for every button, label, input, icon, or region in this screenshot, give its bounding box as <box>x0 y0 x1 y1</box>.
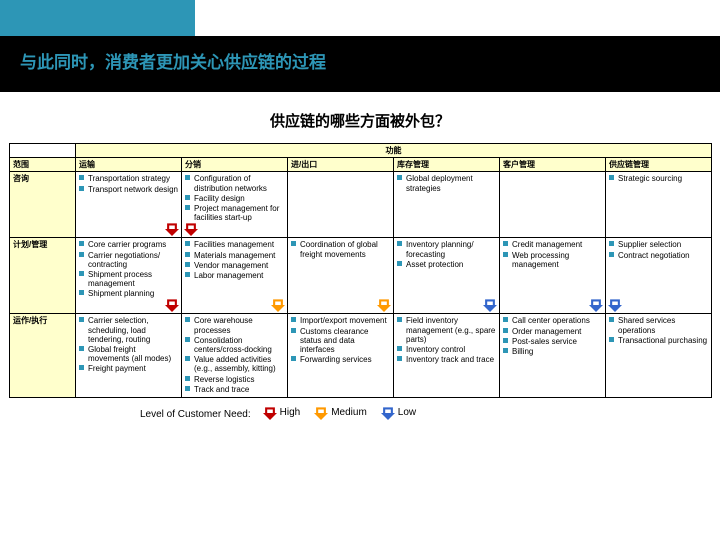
legend: Level of Customer Need: High Medium Low <box>140 406 720 423</box>
cell-consult-distribution: Configuration of distribution networks Fa… <box>182 172 288 238</box>
cell-operate-transport: Carrier selection, scheduling, load tend… <box>76 314 182 398</box>
list-item: Carrier selection, scheduling, load tend… <box>79 316 178 344</box>
list-item: Transactional purchasing <box>609 336 708 345</box>
page-title: 与此同时，消费者更加关心供应链的过程 <box>20 48 326 73</box>
list-item: Inventory track and trace <box>397 355 496 364</box>
list-item: Transport network design <box>79 185 178 194</box>
list-item: Project management for facilities start-… <box>185 204 284 222</box>
col-head-transport: 运输 <box>76 158 182 172</box>
list-item: Forwarding services <box>291 355 390 364</box>
list-item: Order management <box>503 327 602 336</box>
list-item: Vendor management <box>185 261 284 270</box>
list-item: Call center operations <box>503 316 602 325</box>
legend-items: High Medium Low <box>263 406 431 423</box>
cell-consult-inventory: Global deployment strategies <box>394 172 500 238</box>
outsourcing-matrix: 功能范围运输分销进/出口库存管理客户管理供应链管理 咨询Transportati… <box>9 143 712 398</box>
cell-operate-distribution: Core warehouse processes Consolidation ce… <box>182 314 288 398</box>
cell-operate-inventory: Field inventory management (e.g., spare … <box>394 314 500 398</box>
list-item: Global freight movements (all modes) <box>79 345 178 363</box>
cell-consult-transport: Transportation strategy Transport network… <box>76 172 182 238</box>
list-item: Consolidation centers/cross-docking <box>185 336 284 354</box>
list-item: Customs clearance status and data interf… <box>291 327 390 355</box>
legend-item-low: Low <box>381 406 416 420</box>
col-head-import_export: 进/出口 <box>288 158 394 172</box>
list-item: Value added activities (e.g., assembly, … <box>185 355 284 373</box>
list-item: Core carrier programs <box>79 240 178 249</box>
list-item: Carrier negotiations/ contracting <box>79 251 178 269</box>
list-item: Global deployment strategies <box>397 174 496 192</box>
row-head-consult: 咨询 <box>10 172 76 238</box>
cell-plan-transport: Core carrier programs Carrier negotiation… <box>76 238 182 314</box>
level-arrow-medium <box>271 298 285 312</box>
header-accent <box>0 0 195 36</box>
level-arrow-high <box>165 298 179 312</box>
list-item: Inventory planning/ forecasting <box>397 240 496 258</box>
list-item: Track and trace <box>185 385 284 394</box>
list-item: Shipment planning <box>79 289 178 298</box>
cell-operate-supply_chain: Shared services operations Transactional … <box>606 314 712 398</box>
row-head-operate: 运作/执行 <box>10 314 76 398</box>
legend-item-medium: Medium <box>314 406 367 420</box>
list-item: Credit management <box>503 240 602 249</box>
cell-consult-supply_chain: Strategic sourcing <box>606 172 712 238</box>
row-head-plan: 计划/管理 <box>10 238 76 314</box>
level-arrow-high <box>184 222 198 236</box>
list-item: Coordination of global freight movements <box>291 240 390 258</box>
list-item: Core warehouse processes <box>185 316 284 334</box>
list-item: Import/export movement <box>291 316 390 325</box>
matrix-body: 咨询Transportation strategy Transport netwo… <box>10 172 712 398</box>
cell-consult-customer <box>500 172 606 238</box>
col-head-supply_chain: 供应链管理 <box>606 158 712 172</box>
level-arrow-low <box>608 298 622 312</box>
list-item: Inventory control <box>397 345 496 354</box>
cell-plan-inventory: Inventory planning/ forecasting Asset pro… <box>394 238 500 314</box>
level-arrow-low <box>589 298 603 312</box>
list-item: Facility design <box>185 194 284 203</box>
level-arrow-medium <box>377 298 391 312</box>
list-item: Reverse logistics <box>185 375 284 384</box>
scope-header: 范围 <box>10 158 76 172</box>
list-item: Configuration of distribution networks <box>185 174 284 192</box>
list-item: Facilities management <box>185 240 284 249</box>
list-item: Materials management <box>185 251 284 260</box>
cell-operate-import_export: Import/export movement Customs clearance … <box>288 314 394 398</box>
col-head-customer: 客户管理 <box>500 158 606 172</box>
functions-header: 功能 <box>76 144 712 158</box>
legend-item-high: High <box>263 406 301 420</box>
col-head-distribution: 分销 <box>182 158 288 172</box>
list-item: Field inventory management (e.g., spare … <box>397 316 496 344</box>
level-arrow-low <box>483 298 497 312</box>
list-item: Labor management <box>185 271 284 280</box>
list-item: Transportation strategy <box>79 174 178 183</box>
header-band: 与此同时，消费者更加关心供应链的过程 <box>0 0 720 92</box>
list-item: Contract negotiation <box>609 251 708 260</box>
cell-plan-supply_chain: Supplier selection Contract negotiation <box>606 238 712 314</box>
list-item: Billing <box>503 347 602 356</box>
list-item: Asset protection <box>397 260 496 269</box>
list-item: Strategic sourcing <box>609 174 708 183</box>
list-item: Supplier selection <box>609 240 708 249</box>
cell-consult-import_export <box>288 172 394 238</box>
col-head-inventory: 库存管理 <box>394 158 500 172</box>
list-item: Shipment process management <box>79 270 178 288</box>
list-item: Post-sales service <box>503 337 602 346</box>
list-item: Web processing management <box>503 251 602 269</box>
legend-label: Level of Customer Need: <box>140 409 251 420</box>
cell-operate-customer: Call center operations Order managementPo… <box>500 314 606 398</box>
list-item: Shared services operations <box>609 316 708 334</box>
cell-plan-customer: Credit management Web processing manageme… <box>500 238 606 314</box>
matrix-head: 功能范围运输分销进/出口库存管理客户管理供应链管理 <box>10 144 712 172</box>
cell-plan-import_export: Coordination of global freight movements <box>288 238 394 314</box>
cell-plan-distribution: Facilities management Materials managemen… <box>182 238 288 314</box>
list-item: Freight payment <box>79 364 178 373</box>
subtitle: 供应链的哪些方面被外包？ <box>0 110 720 131</box>
level-arrow-high <box>165 222 179 236</box>
